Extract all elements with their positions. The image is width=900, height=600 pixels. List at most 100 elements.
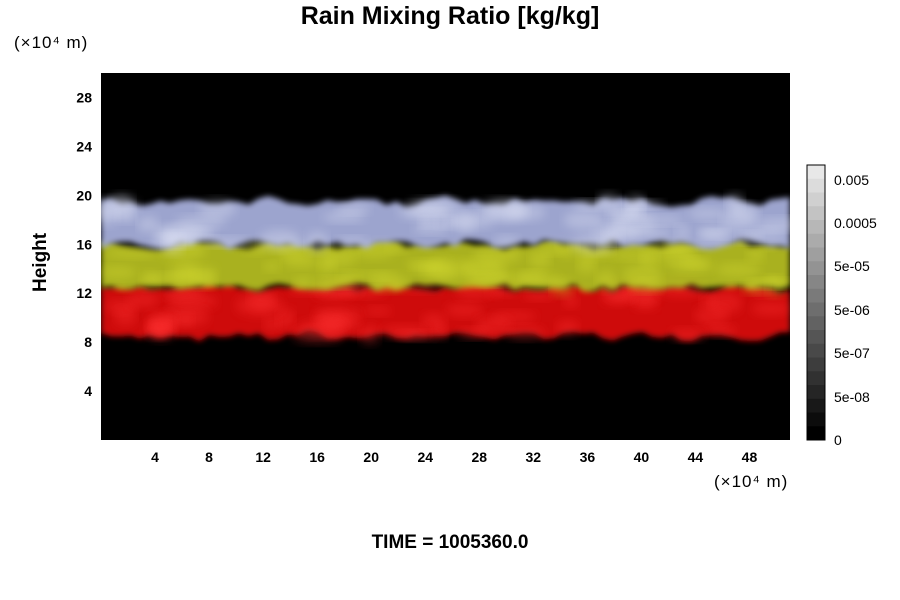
band-texture — [178, 265, 218, 284]
colorbar-segment — [807, 398, 825, 413]
y-tick-label: 8 — [84, 334, 92, 350]
colorbar-segment — [807, 206, 825, 221]
band-texture — [595, 270, 617, 290]
band-texture — [688, 208, 727, 220]
band-texture — [762, 275, 783, 284]
band-texture — [292, 276, 313, 288]
colorbar-segment — [807, 385, 825, 400]
colorbar-label: 0.005 — [834, 172, 869, 188]
x-tick-label: 4 — [151, 449, 159, 465]
band-texture — [455, 284, 491, 299]
colorbar-segment — [807, 261, 825, 276]
y-tick-label: 12 — [76, 285, 92, 301]
band-texture — [632, 293, 659, 310]
band-texture — [505, 326, 545, 340]
colorbar-segment — [807, 357, 825, 372]
band-texture — [596, 193, 620, 211]
x-tick-label: 24 — [417, 449, 433, 465]
band-texture — [317, 257, 337, 274]
x-axis-unit: (×10⁴ m) — [714, 472, 789, 491]
band-texture — [364, 306, 392, 316]
band-texture — [674, 225, 691, 239]
band-texture — [126, 291, 159, 308]
band-texture — [176, 314, 195, 326]
band-texture — [562, 295, 579, 308]
band-texture — [235, 294, 284, 316]
x-tick-label: 8 — [205, 449, 213, 465]
band-texture — [669, 328, 706, 341]
band-texture — [385, 242, 408, 253]
colorbar: 0.005 0.0005 5e-05 5e-06 5e-07 5e-08 0 — [806, 164, 877, 448]
x-tick-label: 32 — [526, 449, 542, 465]
colorbar-segment — [807, 247, 825, 262]
band-texture — [101, 265, 137, 279]
x-tick-label: 16 — [309, 449, 325, 465]
band-texture — [555, 320, 579, 336]
band-texture — [610, 218, 656, 235]
y-ticks: 4 8 12 16 20 24 28 — [76, 89, 92, 399]
y-axis-unit: (×10⁴ m) — [14, 33, 89, 52]
colorbar-segment — [807, 165, 825, 180]
band-texture — [705, 325, 737, 337]
colorbar-segment — [807, 343, 825, 358]
band-texture — [445, 303, 484, 317]
band-texture — [203, 237, 251, 247]
colorbar-segment — [807, 220, 825, 235]
band-texture — [626, 195, 646, 215]
colorbar-segment — [807, 371, 825, 386]
y-tick-label: 16 — [76, 236, 92, 252]
band-texture — [506, 204, 546, 221]
band-texture — [629, 279, 663, 293]
field-bands — [101, 193, 790, 344]
y-tick-label: 4 — [84, 383, 92, 399]
band-texture — [720, 210, 757, 232]
band-texture — [745, 248, 766, 261]
band-texture — [409, 209, 454, 218]
band-texture — [571, 234, 617, 253]
band-texture — [668, 258, 714, 273]
x-tick-label: 12 — [255, 449, 271, 465]
colorbar-segment — [807, 426, 825, 441]
x-tick-label: 20 — [363, 449, 379, 465]
band-texture — [413, 223, 450, 234]
band-texture — [305, 231, 329, 252]
band-texture — [397, 331, 437, 341]
x-tick-label: 36 — [580, 449, 596, 465]
colorbar-segment — [807, 288, 825, 303]
colorbar-frame — [806, 164, 826, 441]
y-tick-label: 24 — [76, 138, 92, 154]
x-tick-label: 28 — [471, 449, 487, 465]
chart-title: Rain Mixing Ratio [kg/kg] — [300, 2, 600, 30]
band-texture — [166, 293, 218, 310]
band-texture — [474, 316, 512, 335]
band-texture — [371, 273, 409, 291]
band-texture — [493, 236, 520, 247]
x-tick-label: 48 — [742, 449, 758, 465]
band-texture — [322, 211, 366, 223]
colorbar-segment — [807, 192, 825, 207]
band-texture — [198, 199, 237, 218]
band-texture — [748, 228, 788, 240]
band-texture — [156, 224, 209, 242]
band-texture — [715, 262, 761, 277]
colorbar-label: 5e-07 — [834, 345, 870, 361]
colorbar-label: 5e-05 — [834, 258, 870, 274]
x-tick-label: 40 — [634, 449, 650, 465]
band-texture — [146, 312, 178, 330]
band-texture — [622, 264, 663, 286]
band-texture — [282, 253, 319, 268]
band-texture — [612, 250, 654, 261]
band-texture — [751, 302, 790, 316]
band-texture — [359, 325, 381, 344]
colorbar-label: 5e-08 — [834, 389, 870, 405]
band-texture — [452, 211, 477, 233]
band-texture — [485, 285, 503, 298]
colorbar-label: 5e-06 — [834, 302, 870, 318]
band-texture — [262, 261, 282, 272]
band-texture — [528, 249, 552, 269]
band-texture — [113, 308, 137, 326]
colorbar-segment — [807, 275, 825, 290]
band-texture — [563, 210, 605, 230]
colorbar-segment — [807, 233, 825, 248]
